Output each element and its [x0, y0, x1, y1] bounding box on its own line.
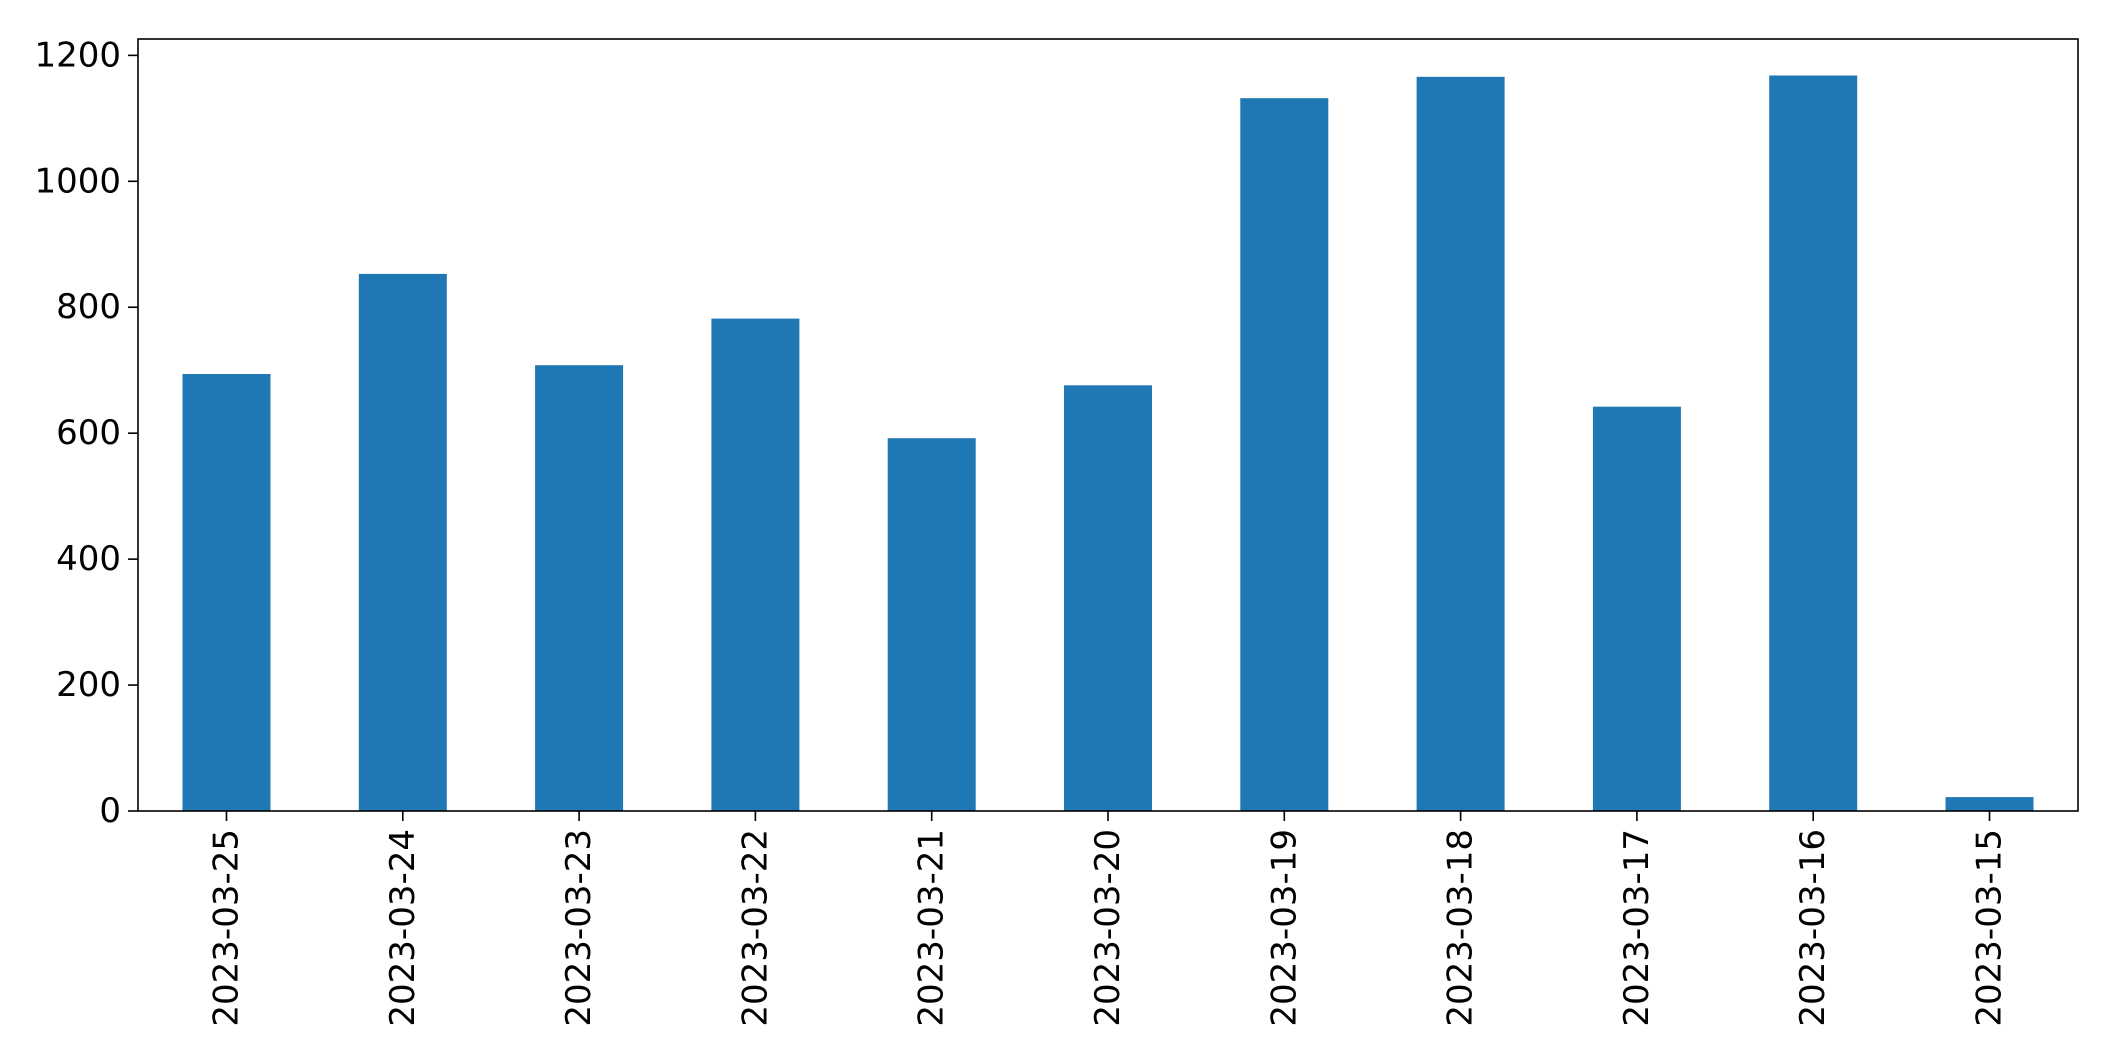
x-tick-label: 2023-03-19 [1264, 829, 1304, 1027]
y-tick-label: 0 [99, 791, 121, 831]
y-tick-label: 800 [56, 287, 121, 327]
bar-2023-03-18 [1416, 76, 1505, 812]
y-tick-label: 400 [56, 539, 121, 579]
x-tick-label: 2023-03-16 [1793, 829, 1833, 1027]
y-tick-label: 600 [56, 413, 121, 453]
x-tick-label: 2023-03-23 [559, 829, 599, 1027]
bar-2023-03-16 [1769, 75, 1858, 811]
x-tick-label: 2023-03-24 [383, 829, 423, 1027]
bar-2023-03-24 [358, 273, 447, 811]
bar-2023-03-19 [1240, 98, 1329, 811]
x-tick-label: 2023-03-22 [735, 829, 775, 1027]
bar-2023-03-15 [1945, 797, 2034, 811]
y-axis: 0 200 400 600 800 1000 1200 [34, 35, 138, 831]
x-tick-label: 2023-03-20 [1088, 829, 1128, 1027]
x-tick-label: 2023-03-21 [912, 829, 952, 1027]
bar-2023-03-23 [535, 365, 624, 811]
bar-2023-03-17 [1592, 406, 1681, 811]
x-tick-label: 2023-03-17 [1617, 829, 1657, 1027]
y-tick-label: 200 [56, 665, 121, 705]
bar-2023-03-20 [1064, 385, 1152, 811]
bar-2023-03-21 [887, 438, 976, 811]
x-tick-label: 2023-03-25 [207, 829, 247, 1027]
x-axis: 2023-03-25 2023-03-24 2023-03-23 2023-03-22… [207, 811, 2010, 1027]
bars-layer [182, 75, 2034, 812]
y-tick-label: 1200 [34, 35, 121, 75]
y-tick-label: 1000 [34, 161, 121, 201]
x-tick-label: 2023-03-15 [1970, 829, 2010, 1027]
bar-2023-03-22 [711, 318, 800, 811]
x-tick-label: 2023-03-18 [1441, 829, 1481, 1027]
bar-2023-03-25 [182, 374, 271, 811]
plot-frame [137, 38, 2079, 812]
